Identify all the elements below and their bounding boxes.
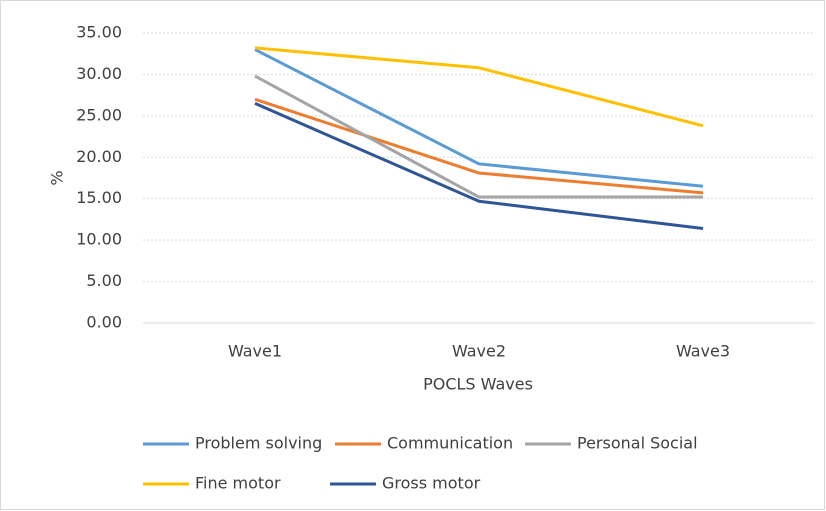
legend-label: Personal Social [577, 434, 698, 453]
y-tick-label: 25.00 [76, 105, 122, 124]
y-axis-label: % [48, 170, 67, 185]
y-tick-label: 5.00 [86, 271, 122, 290]
series-line [254, 46, 704, 128]
series-line [254, 97, 704, 195]
x-tick-label: Wave1 [228, 342, 282, 361]
y-tick-label: 20.00 [76, 147, 122, 166]
legend-label: Gross motor [382, 474, 481, 493]
series-line [254, 74, 703, 199]
y-tick-label: 15.00 [76, 188, 122, 207]
x-axis-label: POCLS Waves [423, 375, 533, 394]
x-tick-label: Wave2 [452, 342, 506, 361]
y-tick-label: 10.00 [76, 230, 122, 249]
y-tick-label: 30.00 [76, 64, 122, 83]
series-line [254, 102, 704, 231]
legend-label: Fine motor [195, 474, 281, 493]
legend-label: Problem solving [195, 434, 322, 453]
x-tick-label: Wave3 [676, 342, 730, 361]
y-tick-label: 0.00 [86, 313, 122, 332]
legend-label: Communication [387, 434, 513, 453]
y-tick-label: 35.00 [76, 23, 122, 42]
series-line [254, 48, 704, 188]
